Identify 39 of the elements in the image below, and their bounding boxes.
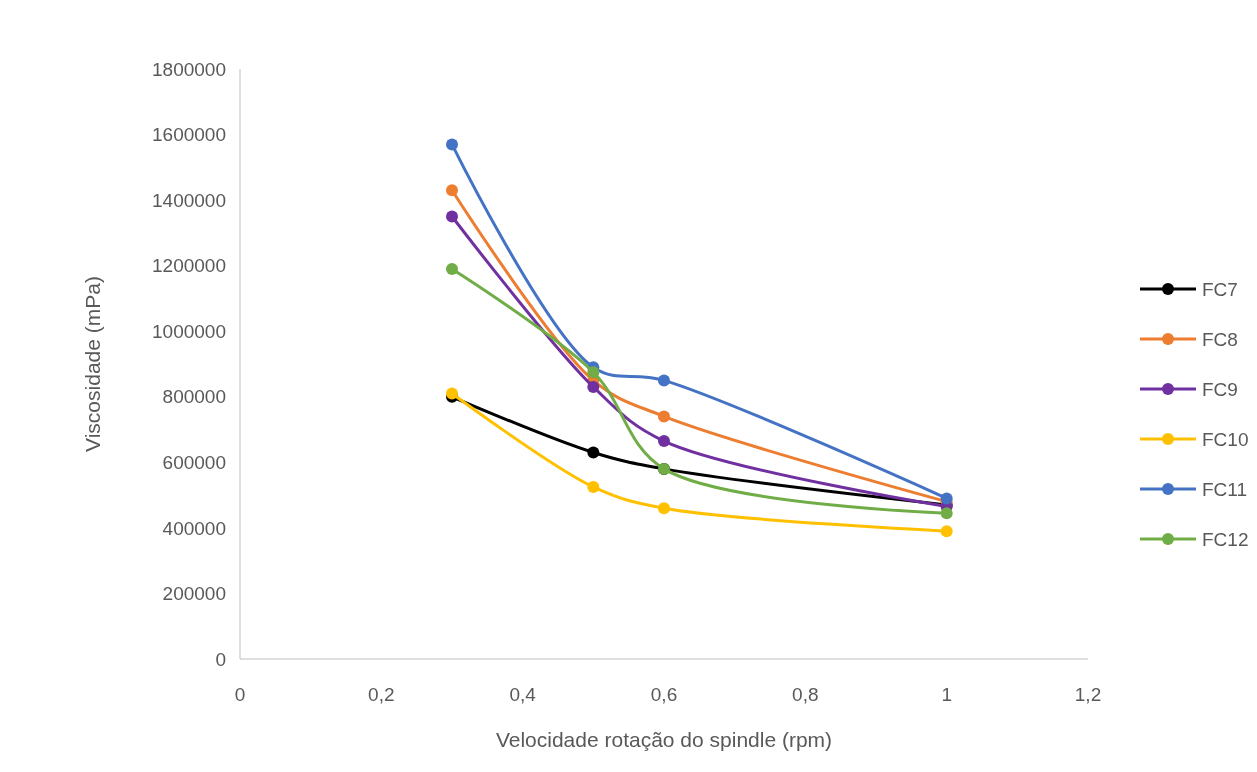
legend-label: FC10	[1202, 428, 1249, 450]
y-tick-label: 400000	[162, 517, 226, 539]
y-axis-title: Viscosidade (mPa)	[81, 276, 104, 452]
point	[658, 410, 670, 423]
x-tick-label: 0,4	[509, 684, 537, 705]
legend-label: FC12	[1202, 528, 1249, 550]
y-tick-label: 0	[215, 648, 226, 670]
point	[658, 502, 670, 515]
point	[446, 262, 458, 275]
point	[446, 184, 458, 197]
point	[587, 366, 600, 379]
point	[940, 525, 953, 538]
point	[587, 446, 600, 459]
y-tick-label: 1400000	[152, 189, 226, 211]
legend-label: FC7	[1202, 278, 1238, 300]
point	[587, 480, 600, 493]
point	[446, 138, 458, 151]
x-tick-label: 0,6	[650, 684, 678, 705]
y-tick-label: 1600000	[152, 124, 226, 146]
x-tick-label: 1,2	[1074, 684, 1102, 705]
point	[446, 210, 458, 223]
legend-label: FC11	[1202, 478, 1248, 500]
y-tick-label: 200000	[162, 583, 226, 605]
y-tick-label: 1200000	[152, 255, 226, 277]
point	[587, 380, 600, 393]
point	[940, 507, 953, 520]
y-tick-label: 1000000	[152, 320, 226, 342]
y-tick-label: 1800000	[152, 58, 226, 80]
legend-label: FC9	[1202, 378, 1238, 400]
x-axis-title: Velocidade rotação do spindle (rpm)	[495, 728, 833, 751]
point	[658, 374, 670, 387]
point	[658, 435, 670, 448]
x-tick-label: 0	[234, 684, 246, 705]
y-tick-label: 600000	[162, 451, 226, 473]
x-tick-label: 0,8	[792, 684, 819, 705]
legend-label: FC8	[1202, 328, 1238, 350]
x-tick-label: 0,2	[368, 684, 395, 705]
y-tick-label: 800000	[162, 386, 226, 408]
x-tick-label: 1	[941, 684, 952, 705]
